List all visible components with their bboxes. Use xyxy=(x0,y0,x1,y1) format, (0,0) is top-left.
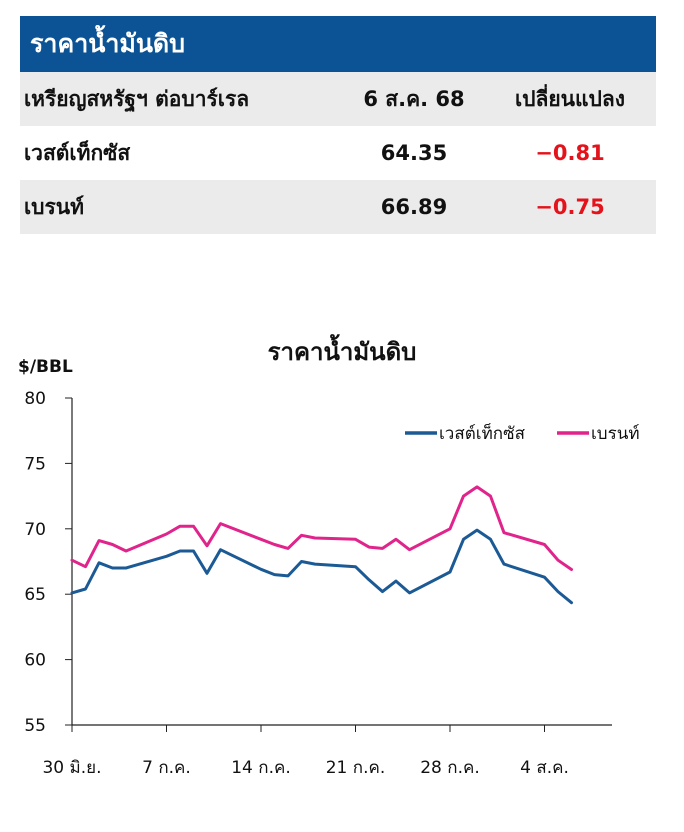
table-row-wti: เวสต์เท็กซัส 64.35 −0.81 xyxy=(20,126,656,180)
row-change: −0.75 xyxy=(535,195,605,219)
y-tick-label: 60 xyxy=(24,651,46,671)
y-axis-unit-label: $/BBL xyxy=(18,357,73,377)
row-name: เวสต์เท็กซัส xyxy=(24,140,131,165)
y-tick-label: 65 xyxy=(24,585,46,605)
x-tick-label: 7 ก.ค. xyxy=(142,758,191,778)
row-price: 64.35 xyxy=(380,141,448,165)
legend-label: เบรนท์ xyxy=(591,424,640,444)
x-tick-label: 14 ก.ค. xyxy=(231,758,291,778)
y-tick-label: 55 xyxy=(24,716,46,736)
chart-title: ราคาน้ำมันดิบ xyxy=(268,333,417,366)
x-tick-label: 21 ก.ค. xyxy=(326,758,386,778)
y-tick-label: 70 xyxy=(24,520,46,540)
column-header-unit: เหรียญสหรัฐฯ ต่อบาร์เรล xyxy=(24,86,250,111)
table-column-header-row: เหรียญสหรัฐฯ ต่อบาร์เรล 6 ส.ค. 68 เปลี่ย… xyxy=(20,72,656,126)
column-header-change: เปลี่ยนแปลง xyxy=(514,86,626,111)
x-tick-label: 30 มิ.ย. xyxy=(42,758,101,778)
row-name: เบรนท์ xyxy=(24,194,84,219)
series-line xyxy=(70,485,573,571)
table-title: ราคาน้ำมันดิบ xyxy=(20,16,656,72)
crude-oil-chart: ราคาน้ำมันดิบ $/BBL 80 75 70 65 60 55 30 มิ.ย. 7 … xyxy=(0,330,684,810)
x-tick-label: 28 ก.ค. xyxy=(420,758,480,778)
legend-label: เวสต์เท็กซัส xyxy=(439,422,526,444)
y-tick-label: 80 xyxy=(24,389,46,409)
series-line xyxy=(70,528,573,605)
crude-oil-price-table: ราคาน้ำมันดิบ เหรียญสหรัฐฯ ต่อบาร์เรล 6 … xyxy=(20,16,656,234)
chart-svg: ราคาน้ำมันดิบ $/BBL 80 75 70 65 60 55 30 มิ.ย. 7 … xyxy=(18,333,640,778)
x-tick-label: 4 ส.ค. xyxy=(520,758,569,778)
row-price: 66.89 xyxy=(380,195,448,219)
row-change: −0.81 xyxy=(535,141,605,165)
y-tick-label: 75 xyxy=(24,454,46,474)
table-title-text: ราคาน้ำมันดิบ xyxy=(30,29,186,58)
table-row-brent: เบรนท์ 66.89 −0.75 xyxy=(20,180,656,234)
column-header-date: 6 ส.ค. 68 xyxy=(363,86,465,111)
